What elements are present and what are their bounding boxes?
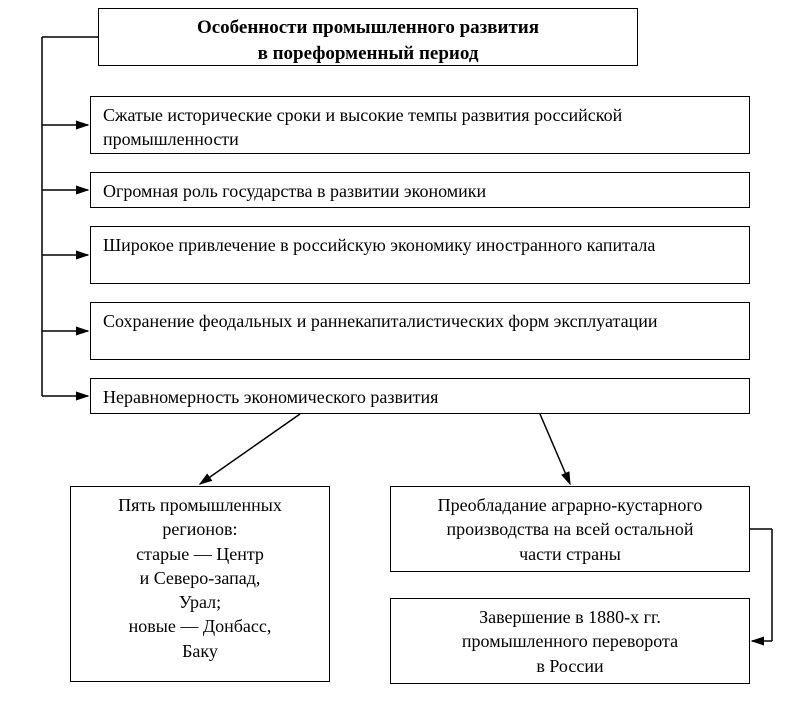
br1-l1: Преобладание аграрно-кустарного: [403, 493, 737, 517]
br1-l3: части страны: [403, 542, 737, 566]
feature-box-5: Неравномерность экономического развития: [90, 378, 750, 414]
feature-box-1: Сжатые исторические сроки и высокие темп…: [90, 96, 750, 154]
feature-box-4: Сохранение феодальных и раннекапиталисти…: [90, 302, 750, 360]
bl-l1: Пять промышленных: [83, 493, 317, 517]
bottom-right1-box: Преобладание аграрно-кустарного производ…: [390, 486, 750, 572]
feature-box-3: Широкое привлечение в российскую экономи…: [90, 226, 750, 284]
feature-box-2: Огромная роль государства в развитии эко…: [90, 172, 750, 208]
feature-text-5: Неравномерность экономического развития: [103, 387, 438, 407]
feature-text-2: Огромная роль государства в развитии эко…: [103, 181, 486, 201]
bl-l6: новые — Донбасс,: [83, 614, 317, 638]
bl-l4: и Северо-запад,: [83, 566, 317, 590]
br2-l3: в России: [403, 654, 737, 678]
br1-l2: производства на всей остальной: [403, 517, 737, 541]
bl-l7: Баку: [83, 639, 317, 663]
title-box: Особенности промышленного развития в пор…: [98, 8, 638, 66]
feature-text-3: Широкое привлечение в российскую экономи…: [103, 235, 655, 255]
bl-l2: регионов:: [83, 517, 317, 541]
feature-text-4: Сохранение феодальных и раннекапиталисти…: [103, 311, 658, 331]
bl-l3: старые — Центр: [83, 542, 317, 566]
bottom-right2-box: Завершение в 1880-х гг. промышленного пе…: [390, 598, 750, 684]
feature-text-1: Сжатые исторические сроки и высокие темп…: [103, 105, 622, 149]
br2-l2: промышленного переворота: [403, 629, 737, 653]
title-line1: Особенности промышленного развития: [111, 15, 625, 41]
br2-l1: Завершение в 1880-х гг.: [403, 605, 737, 629]
title-line2: в пореформенный период: [111, 41, 625, 67]
bl-l5: Урал;: [83, 590, 317, 614]
bottom-left-box: Пять промышленных регионов: старые — Цен…: [70, 486, 330, 682]
